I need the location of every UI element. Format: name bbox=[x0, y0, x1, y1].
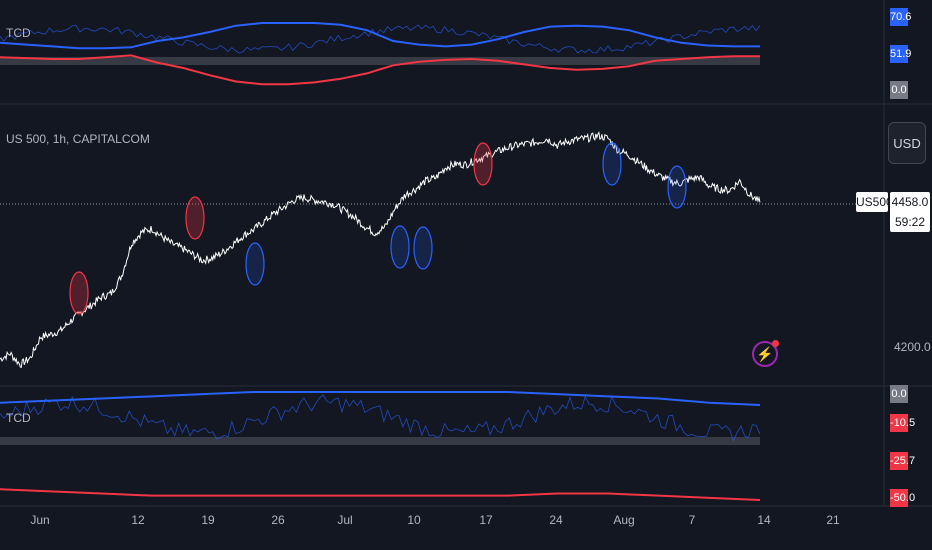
bottom-mid-zone bbox=[0, 437, 760, 445]
bottom-upper-band bbox=[0, 391, 761, 406]
bottom-lower-band bbox=[0, 488, 761, 501]
x-tick-label: 10 bbox=[407, 513, 421, 527]
signal-marker-blue-4 bbox=[413, 226, 433, 270]
lightning-alert-icon[interactable]: ⚡ bbox=[752, 340, 779, 367]
price-line bbox=[0, 131, 761, 368]
top-tag-upper: 70.6 bbox=[890, 8, 911, 26]
bottom-pane-title: TCD bbox=[6, 411, 31, 425]
bottom-tag-zero: 0.0 bbox=[890, 385, 908, 403]
top-tag-mid: 51.9 bbox=[890, 45, 911, 63]
signal-marker-blue-2 bbox=[245, 242, 265, 286]
x-tick-label: 26 bbox=[271, 513, 285, 527]
x-tick-label: Jun bbox=[30, 513, 50, 527]
notification-dot-icon bbox=[772, 340, 779, 347]
x-tick-label: Aug bbox=[613, 513, 635, 527]
top-tag-zero: 0.0 bbox=[890, 81, 908, 99]
x-tick-label: 17 bbox=[479, 513, 493, 527]
signal-marker-blue-3 bbox=[390, 225, 410, 269]
last-price-box: 4458.0 59:22 bbox=[890, 192, 930, 232]
top-lower-band bbox=[0, 54, 760, 86]
last-price: 4458.0 bbox=[891, 195, 929, 209]
x-tick-label: Jul bbox=[337, 513, 353, 527]
x-tick-label: 14 bbox=[757, 513, 771, 527]
x-tick-label: 19 bbox=[201, 513, 215, 527]
bottom-tag-2: -25.7 bbox=[890, 452, 915, 470]
bottom-signal-line bbox=[0, 394, 761, 442]
countdown: 59:22 bbox=[894, 215, 926, 229]
x-tick-label: 21 bbox=[826, 513, 840, 527]
x-tick-label: 12 bbox=[131, 513, 145, 527]
top-upper-band bbox=[0, 22, 760, 50]
signal-marker-blue-7 bbox=[667, 165, 687, 209]
currency-button[interactable]: USD bbox=[888, 122, 926, 164]
x-tick-label: 7 bbox=[688, 513, 696, 527]
bottom-tag-3: -50.0 bbox=[890, 489, 915, 507]
signal-marker-red-5 bbox=[473, 142, 493, 186]
signal-marker-red-0 bbox=[69, 271, 89, 315]
top-pane-title: TCD bbox=[6, 26, 31, 40]
bottom-tag-1: -10.5 bbox=[890, 414, 915, 432]
main-pane-title: US 500, 1h, CAPITALCOM bbox=[6, 132, 150, 146]
top-mid-zone bbox=[0, 57, 760, 65]
x-tick-label: 24 bbox=[549, 513, 563, 527]
axis-price-label: 4200.0 bbox=[894, 340, 931, 354]
top-signal-line bbox=[0, 24, 761, 54]
signal-marker-blue-6 bbox=[602, 142, 622, 186]
symbol-label: US500 bbox=[856, 192, 893, 212]
signal-marker-red-1 bbox=[185, 196, 205, 240]
